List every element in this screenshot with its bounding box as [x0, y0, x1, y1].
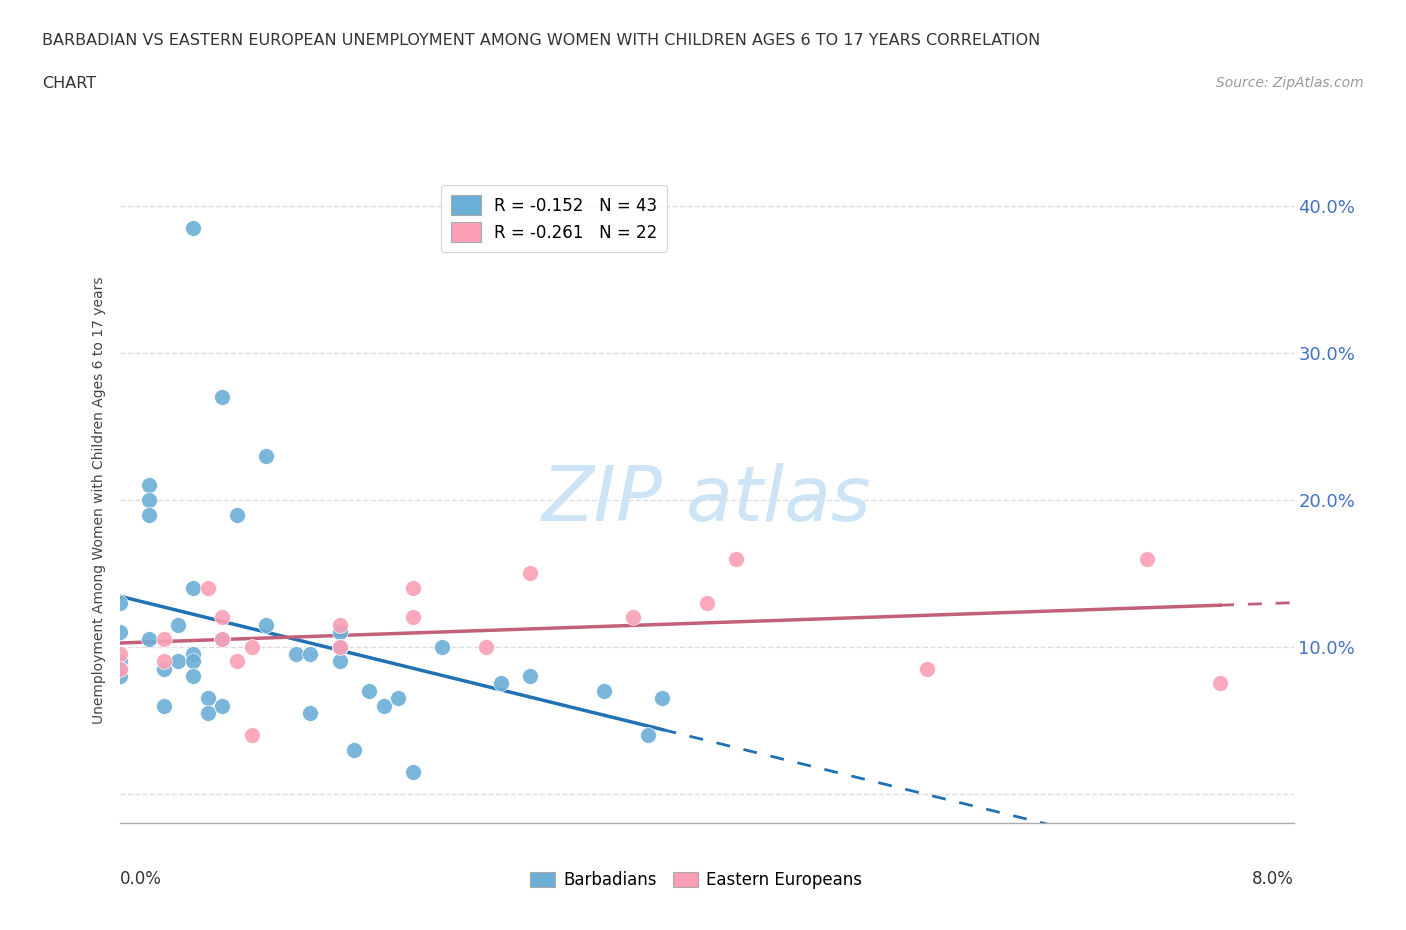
Point: [197, 580, 219, 595]
Point: [915, 661, 938, 676]
Point: [329, 639, 352, 654]
Text: 8.0%: 8.0%: [1251, 870, 1294, 888]
Point: [1209, 676, 1232, 691]
Point: [181, 580, 204, 595]
Point: [138, 478, 160, 493]
Point: [167, 618, 190, 632]
Point: [181, 646, 204, 661]
Point: [138, 632, 160, 647]
Point: [225, 654, 249, 669]
Point: [329, 654, 352, 669]
Point: [211, 610, 233, 625]
Point: [329, 625, 352, 640]
Point: [357, 684, 380, 698]
Point: [181, 669, 204, 684]
Y-axis label: Unemployment Among Women with Children Ages 6 to 17 years: Unemployment Among Women with Children A…: [93, 276, 107, 724]
Point: [489, 676, 512, 691]
Point: [211, 632, 233, 647]
Point: [343, 742, 366, 757]
Text: CHART: CHART: [42, 76, 96, 91]
Point: [240, 639, 263, 654]
Point: [152, 698, 174, 713]
Point: [152, 661, 174, 676]
Point: [299, 706, 322, 721]
Point: [181, 654, 204, 669]
Point: [108, 661, 131, 676]
Point: [152, 632, 174, 647]
Point: [299, 646, 322, 661]
Point: [138, 507, 160, 522]
Point: [402, 764, 425, 779]
Text: 0.0%: 0.0%: [120, 870, 162, 888]
Point: [592, 684, 614, 698]
Point: [621, 610, 644, 625]
Text: BARBADIAN VS EASTERN EUROPEAN UNEMPLOYMENT AMONG WOMEN WITH CHILDREN AGES 6 TO 1: BARBADIAN VS EASTERN EUROPEAN UNEMPLOYME…: [42, 33, 1040, 47]
Point: [696, 595, 718, 610]
Point: [108, 654, 131, 669]
Point: [138, 493, 160, 508]
Point: [211, 698, 233, 713]
Point: [402, 580, 425, 595]
Point: [254, 448, 277, 463]
Point: [108, 595, 131, 610]
Point: [402, 610, 425, 625]
Point: [197, 691, 219, 706]
Point: [152, 654, 174, 669]
Point: [329, 639, 352, 654]
Point: [1136, 551, 1159, 566]
Point: [373, 698, 395, 713]
Point: [225, 507, 249, 522]
Point: [240, 727, 263, 742]
Legend: R = -0.152   N = 43, R = -0.261   N = 22: R = -0.152 N = 43, R = -0.261 N = 22: [440, 185, 668, 252]
Point: [181, 220, 204, 235]
Legend: Barbadians, Eastern Europeans: Barbadians, Eastern Europeans: [523, 864, 869, 896]
Point: [108, 661, 131, 676]
Point: [432, 639, 454, 654]
Point: [197, 706, 219, 721]
Point: [519, 565, 541, 580]
Point: [637, 727, 659, 742]
Point: [475, 639, 498, 654]
Text: Source: ZipAtlas.com: Source: ZipAtlas.com: [1216, 76, 1364, 90]
Point: [211, 390, 233, 405]
Point: [108, 625, 131, 640]
Point: [519, 669, 541, 684]
Point: [724, 551, 747, 566]
Point: [211, 632, 233, 647]
Point: [651, 691, 673, 706]
Point: [254, 618, 277, 632]
Point: [108, 646, 131, 661]
Point: [167, 654, 190, 669]
Point: [329, 618, 352, 632]
Point: [108, 669, 131, 684]
Text: ZIP atlas: ZIP atlas: [541, 463, 872, 537]
Point: [284, 646, 307, 661]
Point: [387, 691, 409, 706]
